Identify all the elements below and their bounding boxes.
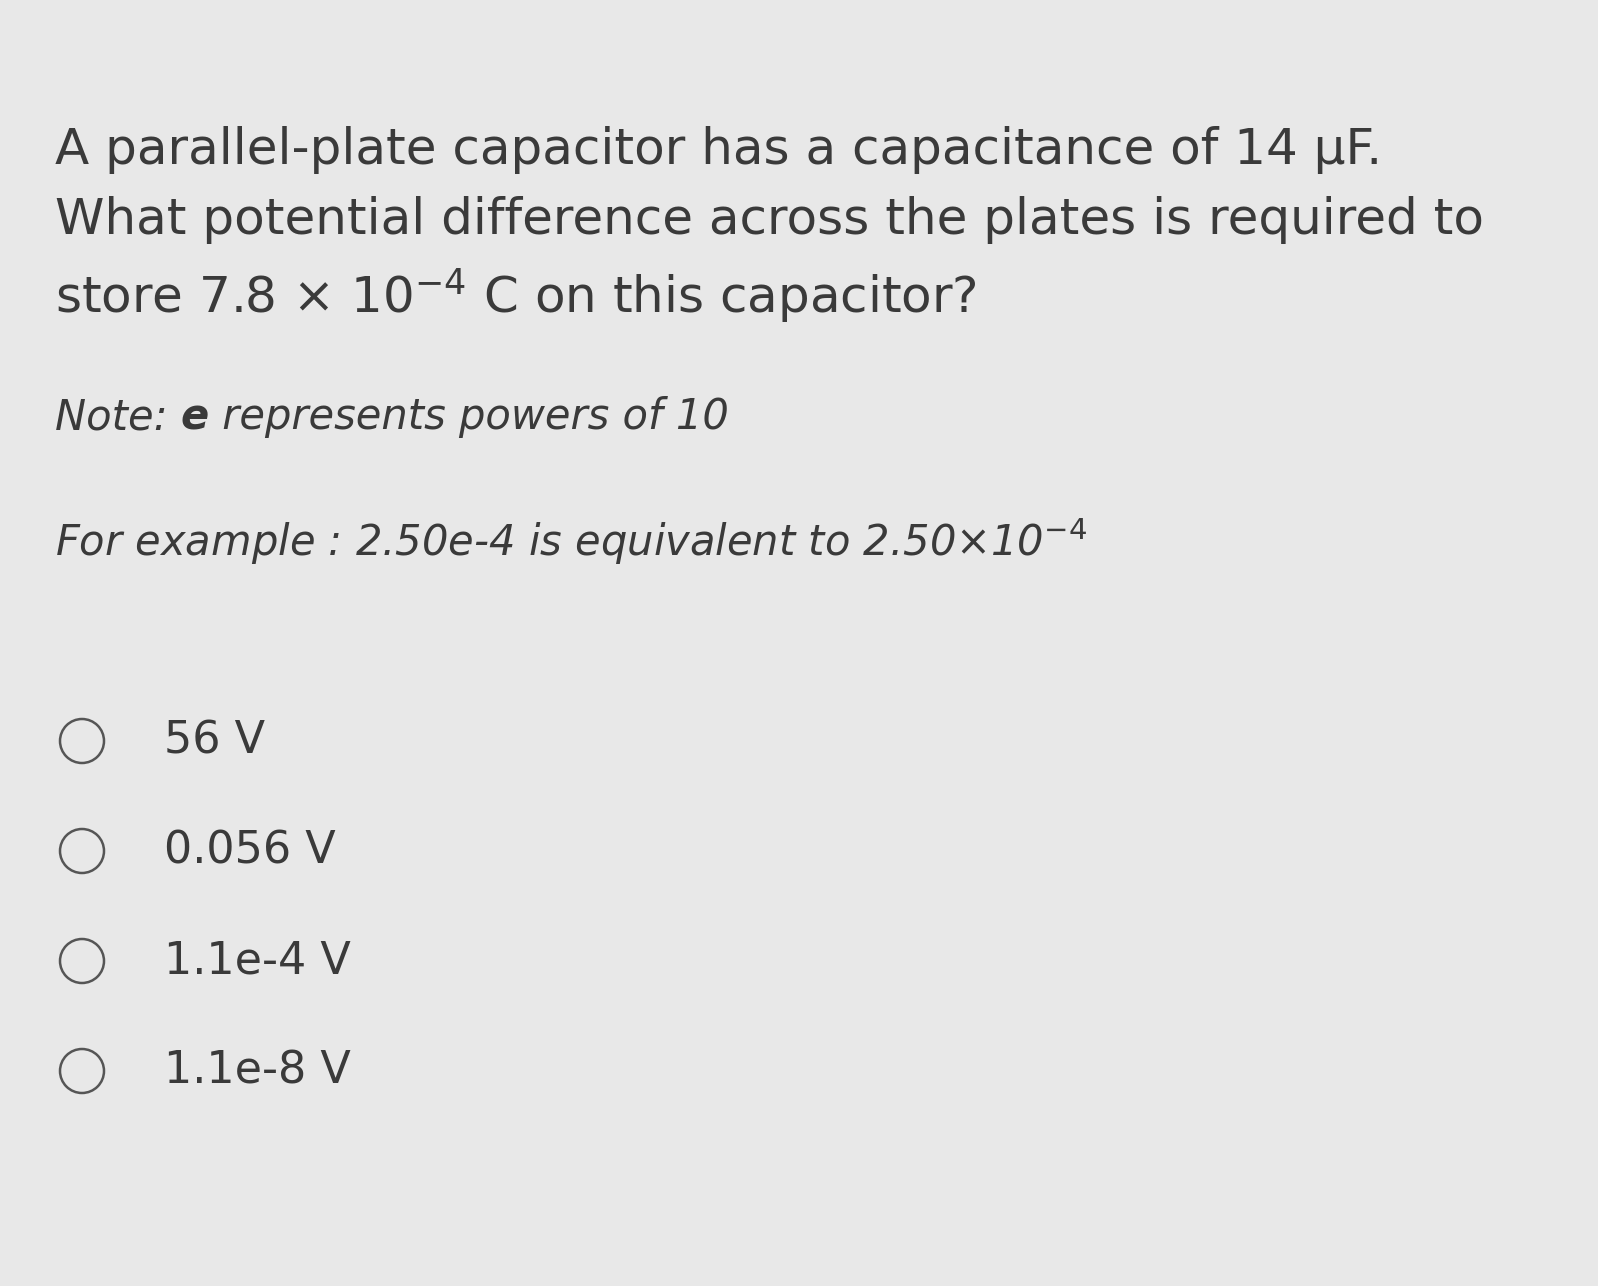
Text: 1.1e-8 V: 1.1e-8 V: [165, 1049, 352, 1093]
Text: Note:: Note:: [54, 396, 181, 439]
Text: For example : 2.50e-4 is equivalent to 2.50$\times$10$^{-4}$: For example : 2.50e-4 is equivalent to 2…: [54, 516, 1087, 567]
Text: A parallel-plate capacitor has a capacitance of 14 μF.: A parallel-plate capacitor has a capacit…: [54, 126, 1382, 174]
Text: 56 V: 56 V: [165, 719, 265, 763]
Text: represents powers of 10: represents powers of 10: [209, 396, 729, 439]
Text: 1.1e-4 V: 1.1e-4 V: [165, 940, 352, 983]
Text: e: e: [181, 396, 209, 439]
Text: 0.056 V: 0.056 V: [165, 829, 336, 872]
Text: What potential difference across the plates is required to: What potential difference across the pla…: [54, 195, 1485, 244]
Text: store 7.8 $\times$ 10$^{-4}$ C on this capacitor?: store 7.8 $\times$ 10$^{-4}$ C on this c…: [54, 266, 976, 325]
